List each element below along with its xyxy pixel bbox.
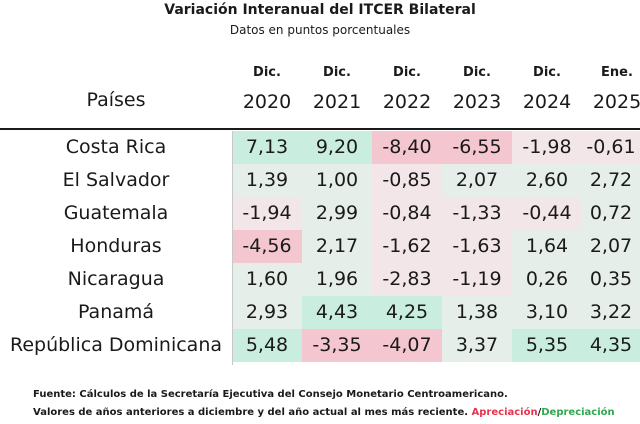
legend-appreciation: Apreciación (471, 407, 538, 418)
column-header-1: Dic. 2021 (302, 58, 372, 114)
column-month-label: Dic. (533, 65, 561, 80)
column-year-label: 2025 (592, 91, 640, 113)
value-cell: 3,10 (512, 296, 582, 329)
value-cell: 0,26 (512, 263, 582, 296)
column-year-label: 2022 (382, 91, 432, 113)
column-header-4: Dic. 2024 (512, 58, 582, 114)
footnote-note-text: Valores de años anteriores a diciembre y… (33, 407, 469, 418)
value-cell: -4,07 (372, 329, 442, 362)
value-cell: 0,72 (582, 197, 640, 230)
value-cell: 2,07 (442, 164, 512, 197)
column-header-3: Dic. 2023 (442, 58, 512, 114)
chart-subtitle: Datos en puntos porcentuales (229, 23, 411, 37)
value-cell: -0,61 (582, 131, 640, 164)
table-row: República Dominicana 5,48 -3,35 -4,07 3,37 5,… (0, 329, 640, 362)
value-cell: 2,07 (582, 230, 640, 263)
value-cell: -2,83 (372, 263, 442, 296)
column-month-label: Dic. (463, 65, 491, 80)
legend-slash: / (537, 407, 542, 418)
value-cell: 5,48 (232, 329, 302, 362)
value-cell: 7,13 (232, 131, 302, 164)
country-label: El Salvador (62, 169, 170, 191)
value-cell: -8,40 (372, 131, 442, 164)
value-cell: 9,20 (302, 131, 372, 164)
value-cell: 1,00 (302, 164, 372, 197)
value-cell: -1,63 (442, 230, 512, 263)
country-label: Honduras (70, 235, 162, 257)
column-month-label: Ene. (601, 65, 633, 80)
value-cell: 0,35 (582, 263, 640, 296)
country-label: Panamá (77, 301, 155, 323)
value-cell: -1,62 (372, 230, 442, 263)
table-row: Costa Rica 7,13 9,20 -8,40 -6,55 -1,98 -0,61 (0, 131, 640, 164)
header-rule (0, 128, 640, 130)
table-row: Guatemala -1,94 2,99 -0,84 -1,33 -0,44 0,72 (0, 197, 640, 230)
value-cell: -3,35 (302, 329, 372, 362)
value-cell: 5,35 (512, 329, 582, 362)
value-cell: -1,33 (442, 197, 512, 230)
column-month-label: Dic. (323, 65, 351, 80)
country-label: Guatemala (63, 202, 169, 224)
value-cell: 2,17 (302, 230, 372, 263)
label-separator (232, 131, 233, 365)
value-cell: -0,84 (372, 197, 442, 230)
value-cell: 4,25 (372, 296, 442, 329)
value-cell: 1,60 (232, 263, 302, 296)
column-year-label: 2023 (452, 91, 502, 113)
table-row: Nicaragua 1,60 1,96 -2,83 -1,19 0,26 0,35 (0, 263, 640, 296)
legend-depreciation: Depreciación (541, 407, 615, 418)
row-header-label: Países (86, 89, 146, 111)
column-header-2: Dic. 2022 (372, 58, 442, 114)
chart-title: Variación Interanual del ITCER Bilateral (164, 2, 476, 18)
value-cell: 1,64 (512, 230, 582, 263)
footnote-note: Valores de años anteriores a diciembre y… (33, 406, 615, 420)
column-year-label: 2024 (522, 91, 572, 113)
value-cell: -0,85 (372, 164, 442, 197)
value-cell: -0,44 (512, 197, 582, 230)
value-cell: -1,98 (512, 131, 582, 164)
column-header-0: Dic. 2020 (232, 58, 302, 114)
value-cell: -4,56 (232, 230, 302, 263)
value-cell: 1,96 (302, 263, 372, 296)
value-cell: 4,35 (582, 329, 640, 362)
column-header-5: Ene. 2025 (582, 58, 640, 114)
country-label: Costa Rica (65, 136, 167, 158)
value-cell: 4,43 (302, 296, 372, 329)
value-cell: -1,94 (232, 197, 302, 230)
value-cell: -6,55 (442, 131, 512, 164)
table-row: Honduras -4,56 2,17 -1,62 -1,63 1,64 2,07 (0, 230, 640, 263)
value-cell: 3,22 (582, 296, 640, 329)
value-cell: 1,38 (442, 296, 512, 329)
value-cell: 2,93 (232, 296, 302, 329)
value-cell: 2,99 (302, 197, 372, 230)
value-cell: 2,60 (512, 164, 582, 197)
column-month-label: Dic. (393, 65, 421, 80)
value-cell: -1,19 (442, 263, 512, 296)
column-month-label: Dic. (253, 65, 281, 80)
country-label: República Dominicana (9, 334, 223, 356)
column-year-label: 2020 (242, 91, 292, 113)
value-cell: 3,37 (442, 329, 512, 362)
footnote-source: Fuente: Cálculos de la Secretaría Ejecut… (33, 389, 508, 400)
value-cell: 1,39 (232, 164, 302, 197)
value-cell: 2,72 (582, 164, 640, 197)
country-label: Nicaragua (67, 268, 165, 290)
table-row: El Salvador 1,39 1,00 -0,85 2,07 2,60 2,72 (0, 164, 640, 197)
table-row: Panamá 2,93 4,43 4,25 1,38 3,10 3,22 (0, 296, 640, 329)
column-year-label: 2021 (312, 91, 362, 113)
